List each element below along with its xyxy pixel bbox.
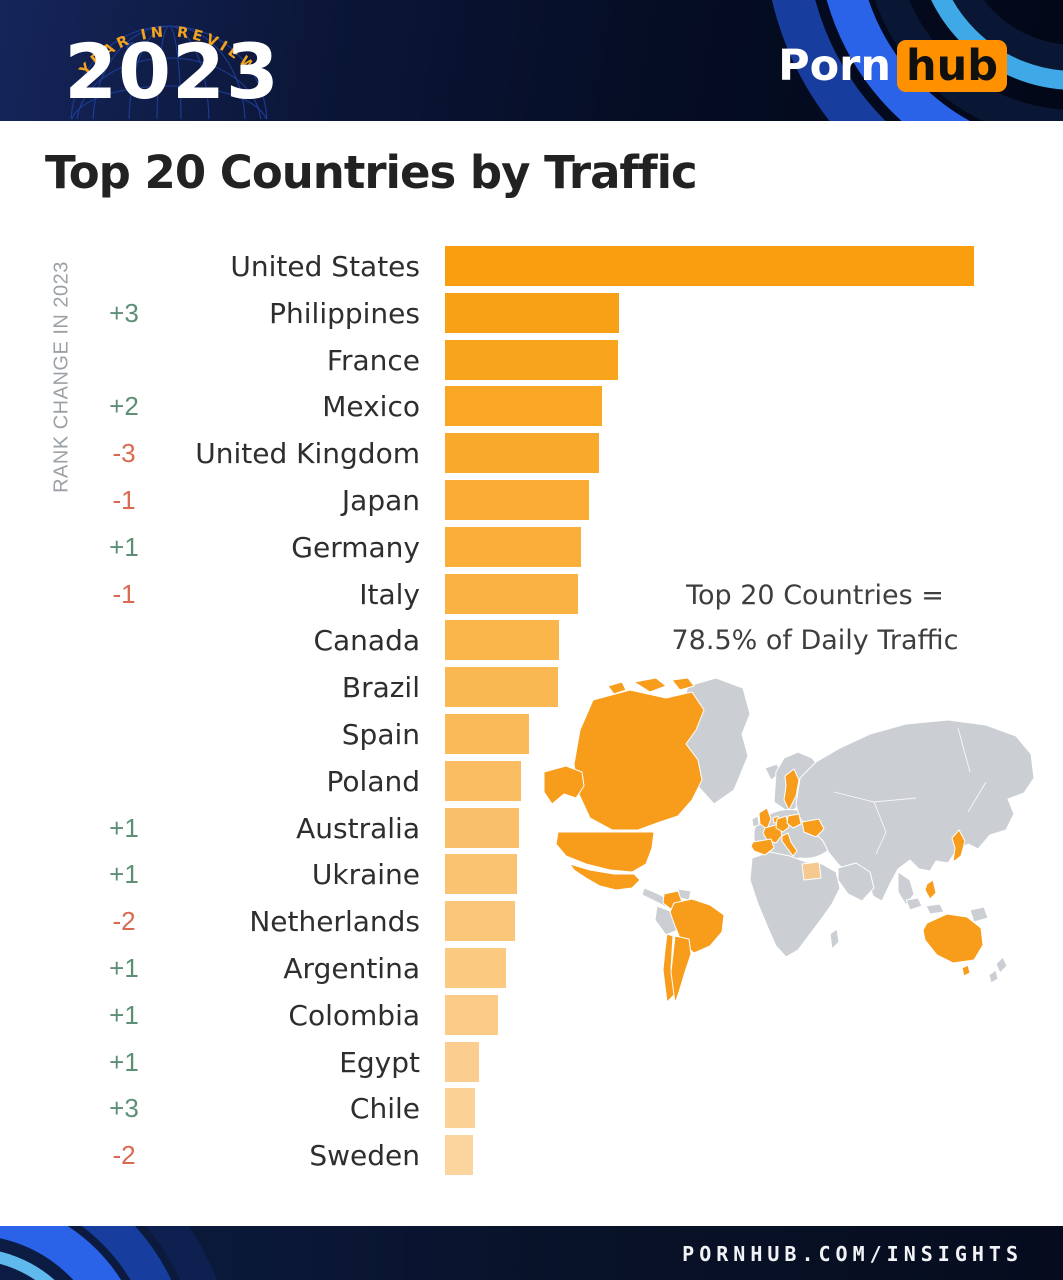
footer-banner: PORNHUB.COM/INSIGHTS bbox=[0, 1226, 1063, 1280]
annotation-line-1: Top 20 Countries = bbox=[637, 573, 993, 618]
traffic-share-annotation: Top 20 Countries = 78.5% of Daily Traffi… bbox=[637, 573, 993, 663]
world-map bbox=[538, 672, 1048, 1012]
chart-row: -2Sweden bbox=[0, 1135, 1063, 1175]
country-label: Chile bbox=[140, 1088, 420, 1129]
traffic-bar bbox=[445, 995, 498, 1035]
chart-row: -3United Kingdom bbox=[0, 433, 1063, 473]
traffic-bar bbox=[445, 1042, 479, 1082]
map-africa bbox=[750, 852, 840, 957]
country-label: Argentina bbox=[140, 948, 420, 989]
country-label: Japan bbox=[140, 480, 420, 521]
chart-row: +3Philippines bbox=[0, 293, 1063, 333]
traffic-bar bbox=[445, 340, 618, 380]
traffic-bar bbox=[445, 761, 521, 801]
map-egypt bbox=[802, 862, 821, 880]
traffic-bar bbox=[445, 293, 619, 333]
country-label: Spain bbox=[140, 714, 420, 755]
chart-row: -1Japan bbox=[0, 480, 1063, 520]
map-united-states bbox=[556, 832, 654, 872]
country-label: United States bbox=[140, 246, 420, 287]
map-new-zealand-south bbox=[989, 970, 998, 983]
traffic-bar bbox=[445, 808, 519, 848]
country-label: United Kingdom bbox=[140, 433, 420, 474]
traffic-bar bbox=[445, 1088, 475, 1128]
country-label: Netherlands bbox=[140, 901, 420, 942]
country-label: Sweden bbox=[140, 1135, 420, 1176]
logo-porn-text: Porn bbox=[778, 40, 891, 92]
chart-row: +1Germany bbox=[0, 527, 1063, 567]
traffic-bar bbox=[445, 948, 506, 988]
map-indonesia2 bbox=[926, 904, 944, 914]
country-label: Italy bbox=[140, 574, 420, 615]
traffic-bar bbox=[445, 433, 599, 473]
country-label: Australia bbox=[140, 808, 420, 849]
traffic-bar bbox=[445, 527, 581, 567]
traffic-bar bbox=[445, 574, 578, 614]
footer-url: PORNHUB.COM/INSIGHTS bbox=[682, 1226, 1023, 1280]
traffic-bar bbox=[445, 901, 515, 941]
chart-row: +2Mexico bbox=[0, 386, 1063, 426]
map-tasmania bbox=[962, 965, 970, 976]
country-label: Brazil bbox=[140, 667, 420, 708]
main-content: Top 20 Countries by Traffic RANK CHANGE … bbox=[0, 121, 1063, 1226]
chart-row: +1Egypt bbox=[0, 1042, 1063, 1082]
map-alaska bbox=[544, 766, 584, 804]
traffic-bar bbox=[445, 386, 602, 426]
country-label: Germany bbox=[140, 527, 420, 568]
map-canada-islands bbox=[634, 678, 666, 692]
footer-rings-decoration bbox=[0, 1226, 430, 1280]
map-new-zealand bbox=[996, 957, 1007, 973]
country-label: Philippines bbox=[140, 293, 420, 334]
chart-row: United States bbox=[0, 246, 1063, 286]
infographic-canvas: YEAR IN REVIEW 2023 Porn hub Top 20 Coun… bbox=[0, 0, 1063, 1280]
map-madagascar bbox=[830, 929, 839, 949]
traffic-bar bbox=[445, 246, 974, 286]
map-philippines bbox=[925, 880, 936, 899]
map-indonesia bbox=[906, 898, 922, 910]
traffic-bar bbox=[445, 480, 589, 520]
traffic-bar bbox=[445, 854, 517, 894]
traffic-bar bbox=[445, 620, 559, 660]
header-banner: YEAR IN REVIEW 2023 Porn hub bbox=[0, 0, 1063, 121]
map-canada bbox=[574, 690, 704, 830]
country-label: Ukraine bbox=[140, 854, 420, 895]
traffic-bar bbox=[445, 1135, 473, 1175]
country-label: Colombia bbox=[140, 995, 420, 1036]
logo-hub-badge: hub bbox=[897, 40, 1007, 92]
traffic-bar bbox=[445, 714, 529, 754]
country-label: Egypt bbox=[140, 1042, 420, 1083]
country-label: Canada bbox=[140, 620, 420, 661]
year-2023-wordmark: 2023 bbox=[52, 34, 292, 110]
country-label: France bbox=[140, 340, 420, 381]
chart-row: +3Chile bbox=[0, 1088, 1063, 1128]
chart-row: France bbox=[0, 340, 1063, 380]
annotation-line-2: 78.5% of Daily Traffic bbox=[637, 618, 993, 663]
map-argentina bbox=[671, 936, 691, 1003]
country-label: Poland bbox=[140, 761, 420, 802]
pornhub-logo: Porn hub bbox=[778, 40, 1007, 92]
map-new-guinea bbox=[970, 907, 988, 922]
country-label: Mexico bbox=[140, 386, 420, 427]
map-ireland bbox=[752, 816, 759, 827]
page-title: Top 20 Countries by Traffic bbox=[45, 146, 697, 199]
